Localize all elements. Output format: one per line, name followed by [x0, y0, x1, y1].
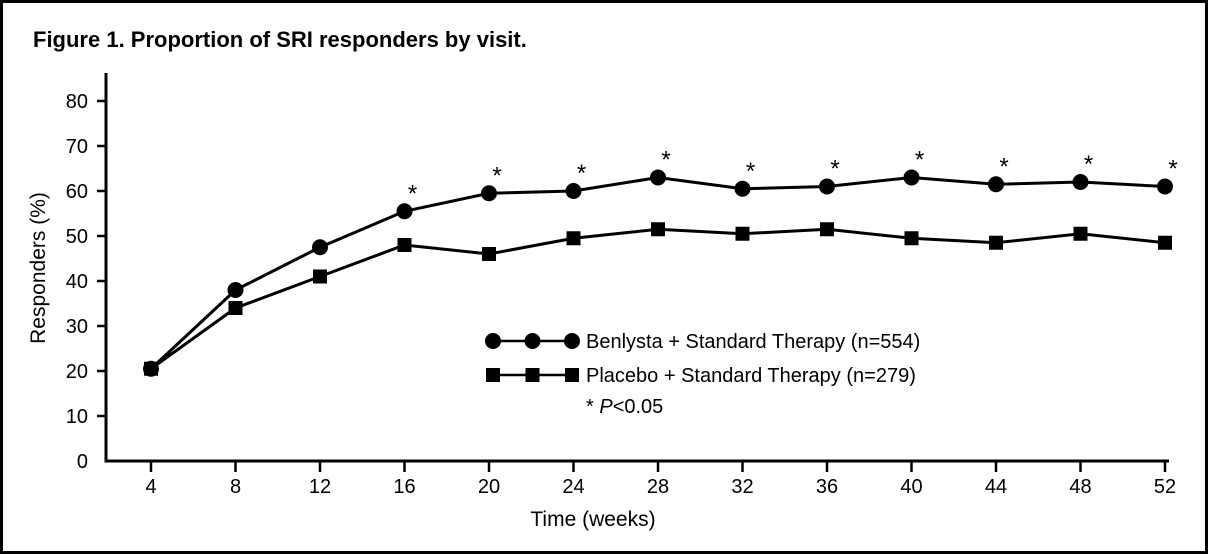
legend: Benlysta + Standard Therapy (n=554) Place…: [485, 331, 920, 418]
significance-asterisk: *: [492, 162, 501, 189]
y-axis-title: Responders (%): [27, 192, 50, 344]
legend-swatch: [565, 368, 579, 382]
x-axis-tick-label: 4: [145, 476, 156, 498]
legend-item: Placebo + Standard Therapy (n=279): [486, 365, 916, 387]
data-point: [904, 231, 919, 246]
x-axis-tick-label: 20: [478, 476, 500, 498]
data-point: [565, 183, 582, 199]
data-point: [482, 247, 496, 261]
y-axis-tick-label: 50: [66, 226, 88, 248]
y-axis-tick-label: 40: [66, 271, 88, 293]
figure-title: Figure 1. Proportion of SRI responders b…: [33, 27, 527, 52]
y-axis-tick-label: 20: [66, 361, 88, 383]
x-axis-tick-label: 44: [985, 476, 1007, 498]
data-point: [734, 180, 751, 197]
x-axis-tick-label: 40: [900, 476, 922, 498]
legend-swatch: [564, 333, 580, 349]
significance-asterisk: *: [1084, 151, 1093, 178]
data-point: [566, 231, 581, 246]
data-point: [1157, 178, 1173, 195]
x-axis-title: Time (weeks): [530, 508, 655, 531]
data-point: [1158, 235, 1172, 250]
significance-asterisk: *: [999, 153, 1008, 180]
data-point: [903, 169, 920, 186]
data-point: [819, 178, 835, 195]
legend-swatch: [486, 368, 500, 382]
y-axis: 0 10 20 30 40 50 60 70 80 Responders (%): [27, 91, 106, 473]
y-axis-tick-label: 80: [66, 91, 88, 113]
x-axis-tick-label: 32: [731, 476, 753, 498]
y-axis-tick-label: 60: [66, 181, 88, 203]
data-point: [1073, 226, 1088, 241]
significance-asterisk: *: [830, 156, 839, 183]
series-placebo: [144, 222, 1172, 376]
x-axis-tick-label: 16: [393, 476, 415, 498]
legend-swatch: [485, 333, 501, 349]
significance-asterisk: *: [577, 160, 586, 187]
data-point: [481, 185, 497, 202]
data-point: [1072, 174, 1089, 190]
y-axis-tick-label: 0: [77, 451, 88, 473]
legend-label: Benlysta + Standard Therapy (n=554): [586, 331, 920, 353]
legend-label: Placebo + Standard Therapy (n=279): [586, 365, 916, 387]
data-point: [228, 301, 243, 315]
series-benlysta: [143, 169, 1173, 377]
x-axis-tick-label: 8: [230, 476, 241, 498]
legend-item: Benlysta + Standard Therapy (n=554): [485, 331, 920, 353]
significance-asterisk: *: [746, 158, 755, 185]
x-axis-tick-label: 12: [309, 476, 331, 498]
data-point: [397, 238, 412, 252]
data-point: [227, 282, 244, 298]
significance-markers: * * * * * * * * * *: [408, 147, 1178, 208]
x-axis-tick-label: 52: [1154, 476, 1176, 498]
data-point: [651, 222, 665, 237]
axis-lines: [104, 73, 1169, 463]
data-point: [989, 235, 1003, 250]
significance-note: * P<0.05: [586, 396, 663, 418]
significance-asterisk: *: [661, 147, 670, 174]
x-axis-tick-label: 36: [816, 476, 838, 498]
data-point: [144, 361, 158, 376]
data-point: [312, 239, 328, 256]
x-axis-tick-label: 28: [647, 476, 669, 498]
y-axis-tick-label: 70: [66, 136, 88, 158]
significance-asterisk: *: [915, 147, 924, 174]
legend-swatch: [524, 333, 541, 349]
data-point: [988, 176, 1004, 193]
x-axis-tick-label: 24: [562, 476, 584, 498]
data-point: [735, 226, 750, 241]
data-point: [396, 203, 413, 220]
x-axis-tick-label: 48: [1069, 476, 1091, 498]
y-axis-tick-label: 10: [66, 406, 88, 428]
data-point: [313, 269, 327, 284]
y-axis-tick-label: 30: [66, 316, 88, 338]
significance-asterisk: *: [408, 180, 417, 207]
legend-swatch: [525, 368, 540, 382]
data-point: [650, 169, 666, 186]
axes: [104, 73, 1169, 463]
data-point: [820, 222, 834, 237]
significance-asterisk: *: [1168, 156, 1177, 183]
